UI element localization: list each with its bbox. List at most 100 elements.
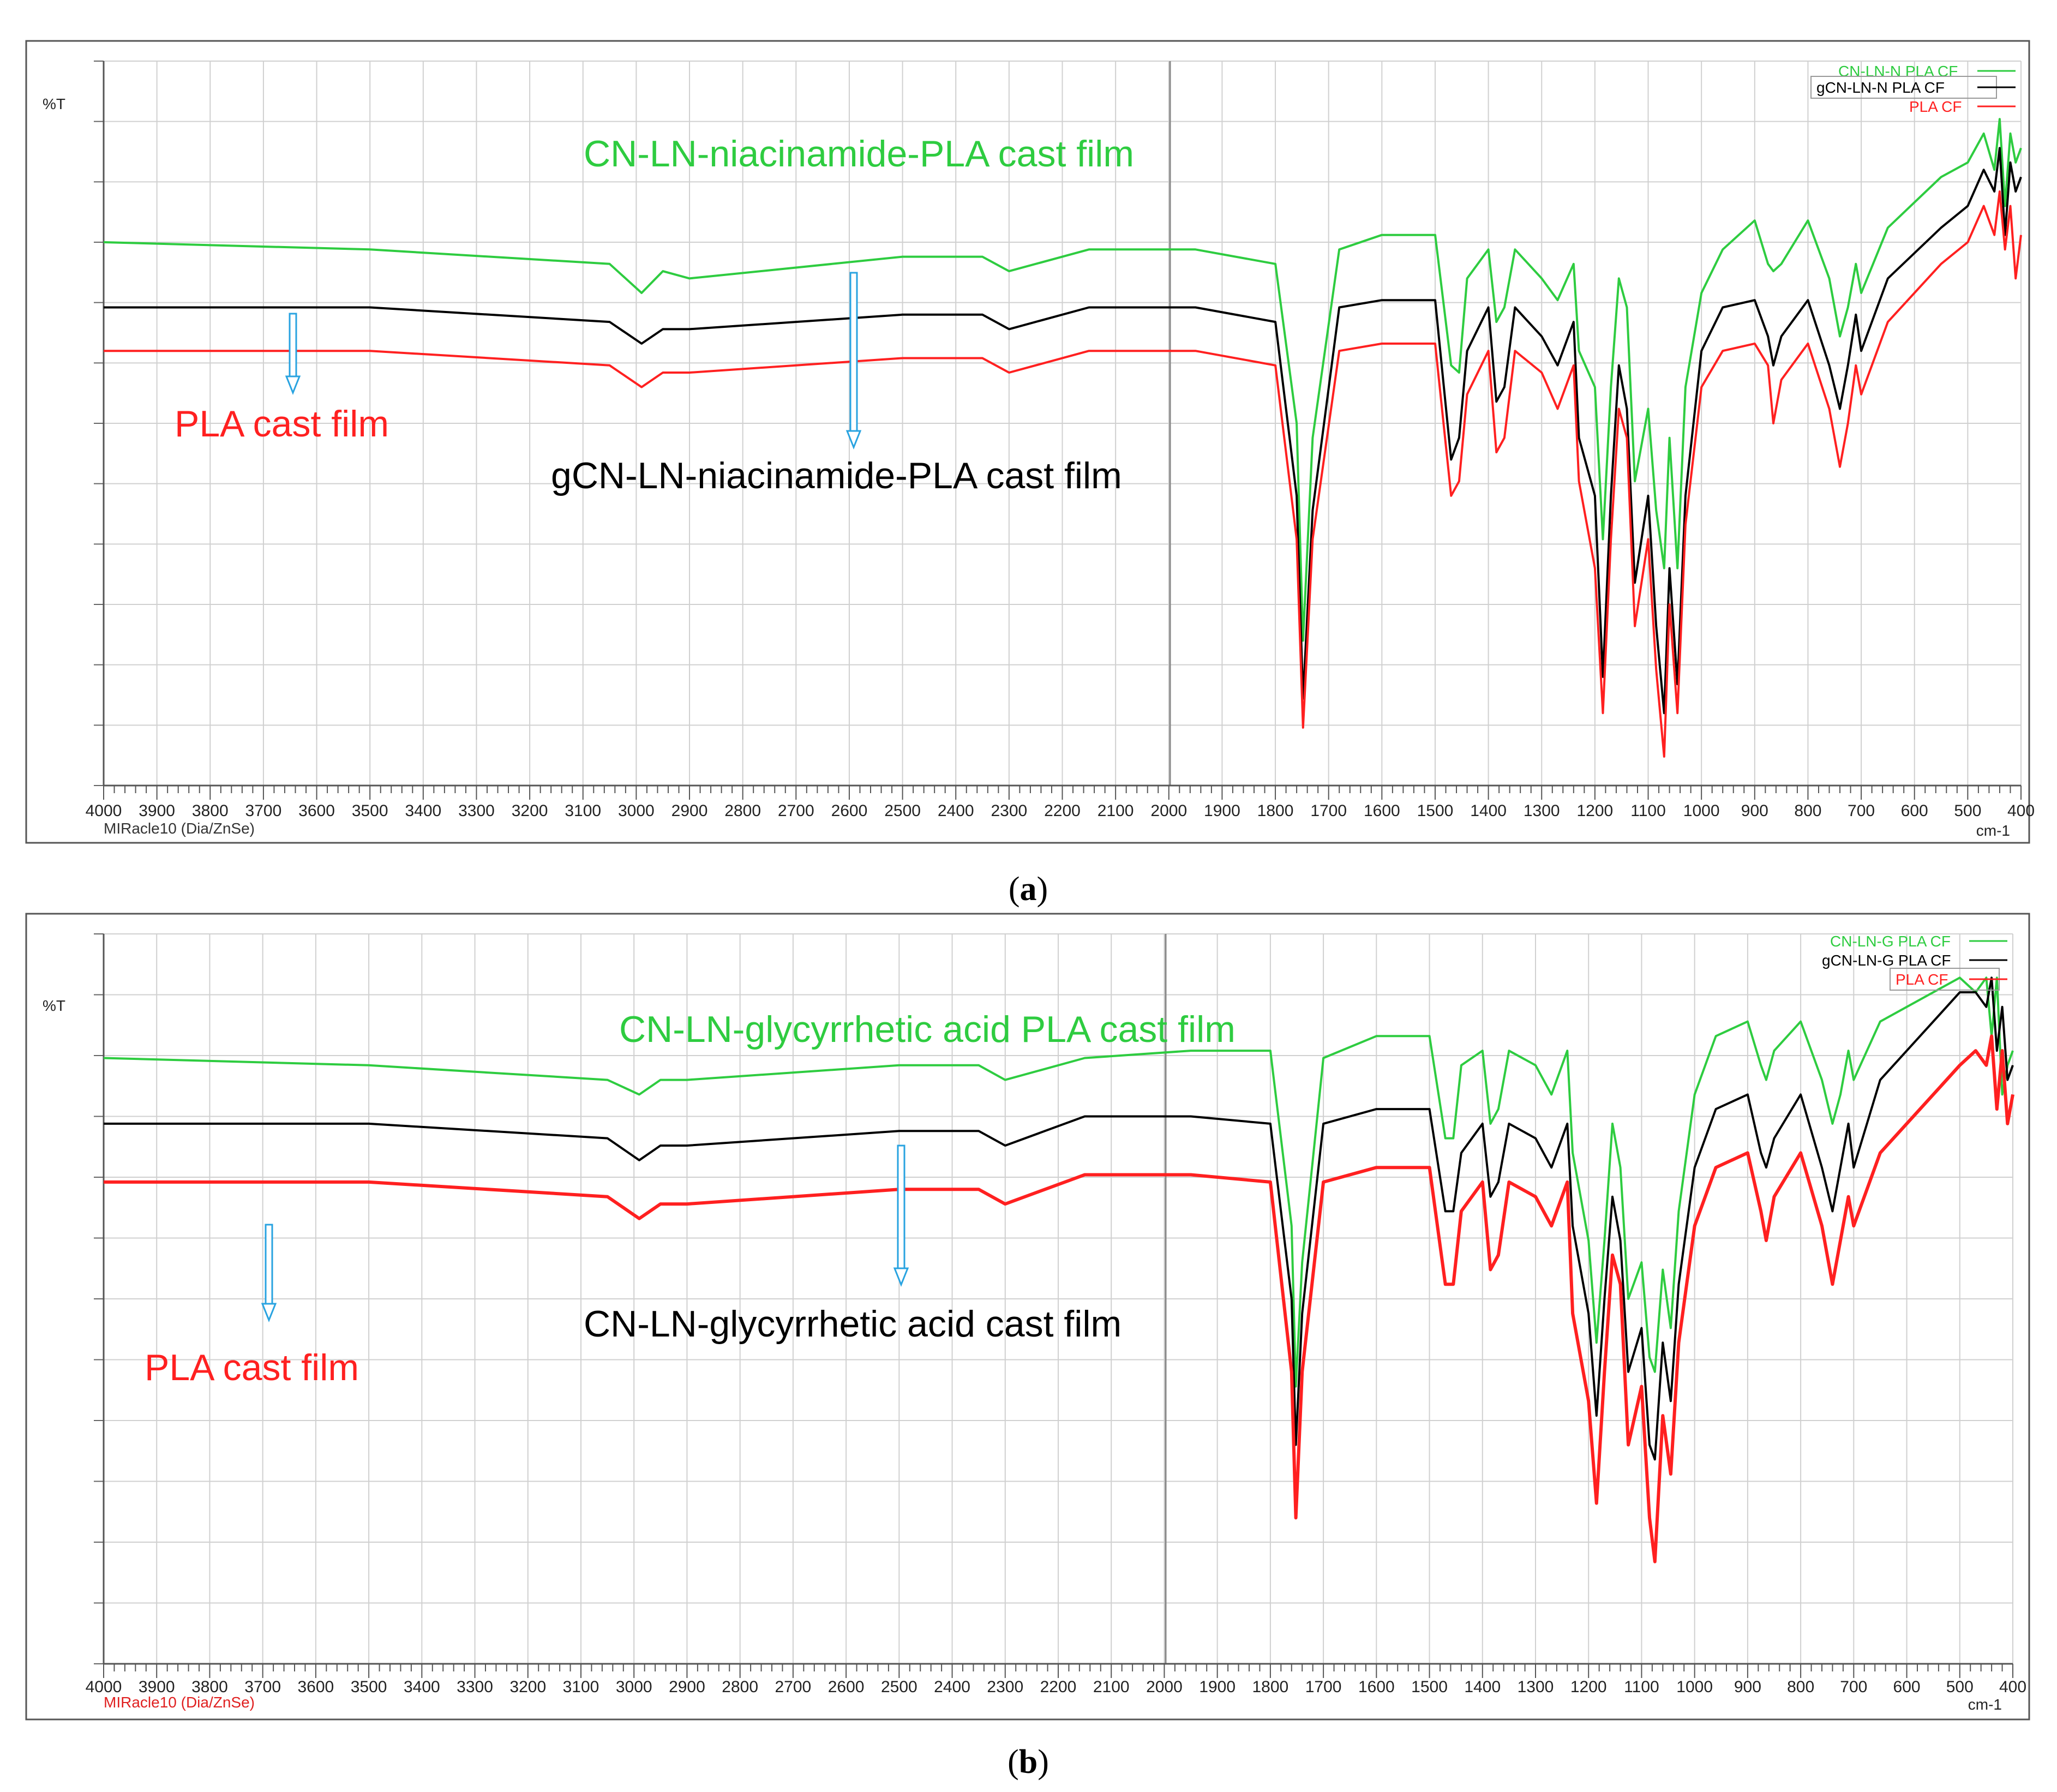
- x-tick-label: 1800: [1252, 1678, 1289, 1696]
- x-tick-label: 3200: [509, 1678, 546, 1696]
- panel-b: 4000 3900 3800 3700 3600 3500 3400 3300 3200 3100…: [25, 913, 2030, 1781]
- x-tick-label: 400: [1999, 1678, 2026, 1696]
- x-tick-label: 3900: [139, 1678, 175, 1696]
- x-tick-label: 2000: [1146, 1678, 1183, 1696]
- x-tick-label: 2900: [671, 802, 708, 820]
- x-tick-label: 2400: [934, 1678, 970, 1696]
- x-tick-label: 2000: [1150, 802, 1187, 820]
- x-tick-label: 3600: [298, 802, 335, 820]
- arrow-head: [893, 1267, 909, 1287]
- x-axis-unit: cm-1: [1968, 1696, 2002, 1713]
- x-tick-label: 3400: [404, 1678, 440, 1696]
- x-tick-label: 3500: [352, 802, 388, 820]
- arrow-marker: [893, 1144, 909, 1287]
- annotation-label: CN-LN-glycyrrhetic acid PLA cast film: [619, 1009, 1236, 1050]
- series-group: [103, 118, 2022, 758]
- x-tick-label: 3300: [457, 1678, 493, 1696]
- x-tick-label: 3300: [458, 802, 495, 820]
- arrow-head: [845, 430, 862, 450]
- x-tick-label: 500: [1946, 1678, 1974, 1696]
- annotation-label: PLA cast film: [175, 403, 389, 445]
- panel-a: 4000 3900 3800 3700 3600 3500 3400 3300 3200 3100…: [25, 40, 2035, 908]
- x-tick-label: 1700: [1310, 802, 1347, 820]
- x-tick-label: 2800: [724, 802, 761, 820]
- x-tick-label: 1700: [1305, 1678, 1342, 1696]
- x-tick-label: 700: [1840, 1678, 1867, 1696]
- panel-caption: (a): [1009, 871, 1048, 908]
- x-tick-label: 2100: [1093, 1678, 1130, 1696]
- x-tick-label: 600: [1901, 802, 1928, 820]
- x-tick-label: 2700: [778, 802, 814, 820]
- instrument-label: MIRacle10 (Dia/ZnSe): [104, 1694, 255, 1711]
- x-tick-label: 2800: [722, 1678, 758, 1696]
- arrow-marker: [285, 313, 301, 395]
- x-tick-label: 800: [1787, 1678, 1814, 1696]
- x-tick-label: 400: [2007, 802, 2035, 820]
- series-line-cn-ln-n-pla-cf: [103, 118, 2022, 642]
- x-tick-label: 2400: [938, 802, 974, 820]
- x-tick-label: 1100: [1630, 802, 1666, 820]
- arrow-shaft: [265, 1224, 273, 1305]
- annotation-label: PLA cast film: [145, 1347, 359, 1388]
- annotation-label: CN-LN-niacinamide-PLA cast film: [584, 133, 1134, 175]
- x-tick-label: 3400: [405, 802, 441, 820]
- x-tick-label: 1500: [1417, 802, 1454, 820]
- x-tick-label: 1200: [1577, 802, 1614, 820]
- x-tick-label: 1000: [1676, 1678, 1713, 1696]
- x-tick-label: 1600: [1364, 802, 1400, 820]
- x-tick-label: 2900: [669, 1678, 705, 1696]
- x-tick-label: 2100: [1098, 802, 1134, 820]
- x-tick-label: 2300: [991, 802, 1027, 820]
- arrow-marker: [261, 1224, 277, 1323]
- legend-label: CN-LN-N PLA CF: [1838, 63, 1958, 80]
- x-tick-label: 500: [1954, 802, 1981, 820]
- x-tick-label: 1000: [1683, 802, 1720, 820]
- x-tick-label: 1900: [1204, 802, 1240, 820]
- x-ticks: 4000 3900 3800 3700 3600 3500 3400 3300 3200 3100…: [86, 1664, 2026, 1696]
- x-tick-label: 1400: [1464, 1678, 1501, 1696]
- instrument-label: MIRacle10 (Dia/ZnSe): [104, 820, 255, 837]
- x-tick-label: 4000: [86, 802, 122, 820]
- x-tick-label: 3600: [298, 1678, 334, 1696]
- x-tick-label: 1300: [1518, 1678, 1554, 1696]
- legend-label: PLA CF: [1896, 971, 1948, 988]
- y-axis-unit: %T: [43, 997, 65, 1014]
- x-tick-label: 1900: [1199, 1678, 1236, 1696]
- x-tick-label: 3100: [565, 802, 601, 820]
- series-line-gcn-ln-n-pla-cf: [104, 147, 2022, 715]
- x-tick-label: 1200: [1570, 1678, 1607, 1696]
- panel-caption: (b): [1007, 1743, 1049, 1781]
- x-tick-label: 3900: [139, 802, 175, 820]
- x-tick-label: 1300: [1524, 802, 1560, 820]
- series-line-pla-cf: [104, 190, 2022, 758]
- legend: CN-LN-G PLA CF gCN-LN-G PLA CF PLA CF: [1822, 933, 2007, 991]
- x-tick-label: 2300: [987, 1678, 1023, 1696]
- x-tick-label: 1400: [1470, 802, 1507, 820]
- x-tick-label: 3000: [618, 802, 655, 820]
- x-ticks: 4000 3900 3800 3700 3600 3500 3400 3300 3200 3100…: [86, 786, 2035, 820]
- series-line-pla-cf: [104, 1034, 2014, 1563]
- arrow-head: [285, 375, 301, 395]
- x-tick-label: 1100: [1624, 1678, 1659, 1696]
- x-tick-label: 2200: [1044, 802, 1081, 820]
- x-tick-label: 3700: [245, 802, 282, 820]
- x-tick-label: 2500: [881, 1678, 917, 1696]
- x-tick-label: 3800: [192, 802, 229, 820]
- x-tick-label: 3800: [191, 1678, 228, 1696]
- arrow-marker: [845, 272, 862, 450]
- x-tick-label: 800: [1794, 802, 1821, 820]
- x-tick-label: 3200: [512, 802, 548, 820]
- y-axis-unit: %T: [43, 95, 65, 112]
- panel-frame: [25, 913, 2030, 1721]
- annotation-label: gCN-LN-niacinamide-PLA cast film: [551, 455, 1122, 496]
- annotation-label: CN-LN-glycyrrhetic acid cast film: [584, 1303, 1122, 1345]
- x-tick-label: 2200: [1040, 1678, 1077, 1696]
- x-tick-label: 1600: [1358, 1678, 1395, 1696]
- series-line-gcn-ln-g-pla-cf: [104, 976, 2014, 1461]
- x-tick-label: 2500: [884, 802, 921, 820]
- grid: [94, 933, 2013, 1664]
- x-tick-label: 1800: [1257, 802, 1294, 820]
- arrow-shaft: [289, 313, 297, 377]
- arrow-head: [261, 1303, 277, 1323]
